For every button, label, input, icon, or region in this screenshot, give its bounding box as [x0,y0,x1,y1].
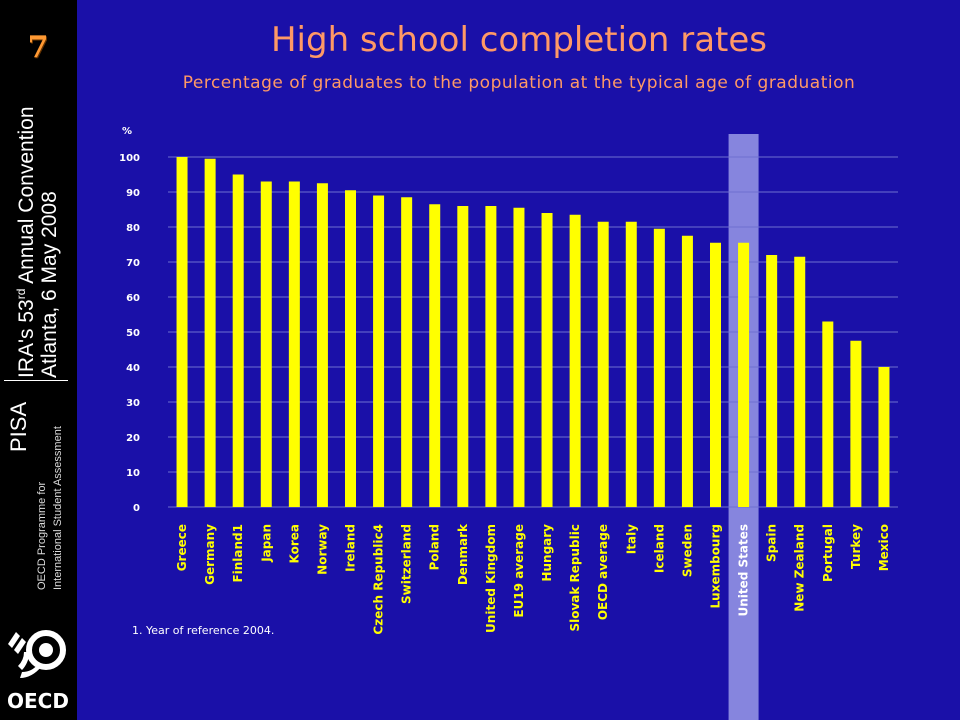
x-tick-label: Slovak Republic [568,524,582,632]
x-tick-label: Luxembourg [709,524,723,608]
y-tick-label: 90 [126,188,140,199]
y-tick-label: 40 [126,363,140,374]
x-tick-label: Portugal [821,524,835,582]
x-tick-label: Korea [287,524,301,564]
sidebar: 7 IRA's 53rd Annual Convention Atlanta, … [0,0,77,720]
y-tick-label: 60 [126,293,140,304]
x-tick-label: Italy [624,524,638,554]
bar [373,195,385,507]
bar [232,174,244,507]
bar [513,207,525,507]
x-tick-label: Ireland [344,524,358,572]
x-tick-label: Germany [203,524,217,585]
bar [681,235,693,507]
bar [597,221,609,507]
x-tick-label: Mexico [877,524,891,571]
bar [625,221,637,507]
x-tick-label: OECD average [596,524,610,620]
y-tick-label: 30 [126,398,140,409]
y-tick-label: 0 [133,503,140,514]
x-tick-label: Denmark [456,523,470,585]
bar [878,367,890,507]
oecd-logo-text: OECD [7,689,69,713]
x-tick-label: Iceland [652,524,666,573]
x-tick-label: New Zealand [793,524,807,612]
bar [288,181,300,507]
bar [541,213,553,507]
y-tick-label: 50 [126,328,140,339]
y-tick-label: 70 [126,258,140,269]
bar [766,255,778,507]
x-tick-label: Hungary [540,524,554,582]
bar [345,190,356,507]
bar [401,197,413,507]
y-tick-label: 80 [126,223,140,234]
bar [794,256,806,507]
y-tick-label: 20 [126,433,140,444]
bar [457,206,469,507]
bar [176,157,188,507]
bar [569,214,581,507]
sidebar-divider [4,380,68,381]
y-tick-label: 10 [126,468,140,479]
oecd-logo: OECD [7,630,69,713]
bar [850,340,862,507]
x-tick-label: Poland [428,524,442,570]
bar [822,321,834,507]
x-tick-label: United Kingdom [484,524,498,633]
x-tick-label: Czech Republic4 [372,524,386,635]
bar [738,242,750,507]
footnote: 1. Year of reference 2004. [132,624,275,637]
x-tick-label: Finland1 [231,524,245,583]
x-tick-label: Sweden [680,524,694,577]
x-tick-label: EU19 average [512,524,526,618]
y-tick-label: 100 [119,153,140,164]
page-subtitle: Percentage of graduates to the populatio… [182,73,856,93]
y-axis-label: % [122,126,132,137]
bar [710,242,721,507]
x-tick-label: Spain [765,524,779,562]
bar [260,181,272,507]
bar [485,206,497,507]
x-tick-label: Switzerland [400,524,414,604]
page-title: High school completion rates [270,20,768,60]
bar [429,204,441,507]
x-tick-label: Japan [259,524,273,563]
bar [316,183,328,507]
x-tick-label: United States [737,524,751,617]
x-tick-label: Turkey [849,524,863,569]
x-tick-label: Greece [175,524,189,571]
bar [204,158,216,507]
slide-number: 7 [27,30,49,65]
bar [653,228,665,507]
x-tick-label: Norway [315,524,329,575]
